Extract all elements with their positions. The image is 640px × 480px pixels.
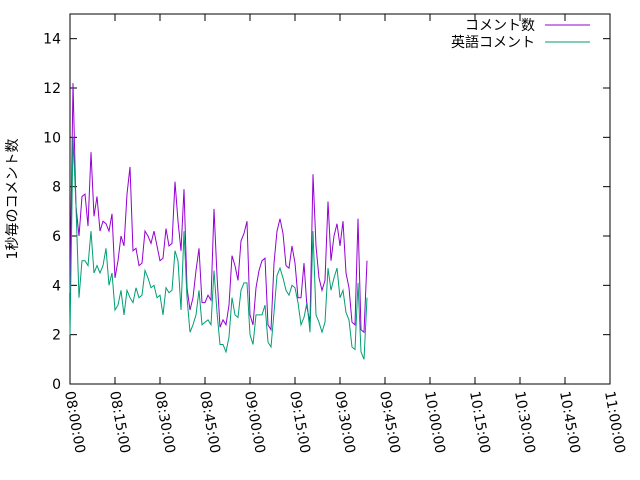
x-tick-label: 10:30:00 [511, 390, 538, 455]
y-tick-label: 10 [43, 130, 61, 146]
plot-frame [69, 13, 611, 385]
legend-label: 英語コメント [451, 34, 535, 51]
x-tick-label: 08:45:00 [196, 390, 223, 455]
x-tick-label: 08:30:00 [151, 390, 178, 455]
y-tick-label: 4 [52, 278, 61, 294]
y-tick-label: 2 [52, 328, 61, 344]
x-tick-label: 09:45:00 [376, 390, 403, 455]
x-tick-label: 08:15:00 [106, 390, 133, 455]
x-tick-label: 09:00:00 [241, 390, 268, 455]
y-tick-label: 8 [52, 180, 61, 196]
y-tick-label: 12 [43, 81, 61, 97]
x-tick-label: 11:00:00 [601, 390, 628, 455]
y-tick-label: 6 [52, 229, 61, 245]
y-tick-label: 0 [52, 377, 61, 393]
x-tick-label: 08:00:00 [61, 390, 88, 455]
x-tick-label: 09:15:00 [286, 390, 313, 455]
x-tick-label: 10:00:00 [421, 390, 448, 455]
x-tick-label: 10:45:00 [556, 390, 583, 455]
legend-label: コメント数 [465, 18, 535, 34]
series-lines [69, 83, 368, 360]
series-line-1 [69, 83, 368, 334]
x-axis-ticks: 08:00:00 08:15:00 08:30:00 08:45:00 09:00:00… [61, 14, 628, 455]
y-axis-label: 1秒毎のコメント数 [5, 139, 21, 260]
series-line-2 [69, 137, 368, 360]
x-tick-label: 09:30:00 [331, 390, 358, 455]
y-tick-label: 14 [43, 32, 61, 48]
x-tick-label: 10:15:00 [466, 390, 493, 455]
y-axis-ticks: 0 2 4 6 8 10 12 14 [43, 32, 610, 393]
